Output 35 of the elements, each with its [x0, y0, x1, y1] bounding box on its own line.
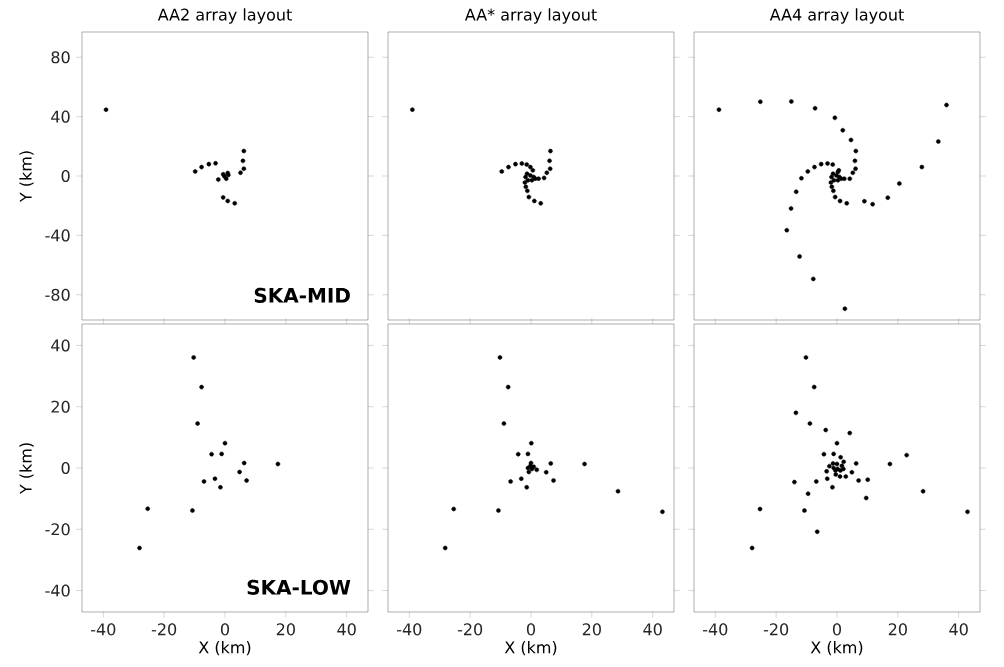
- annotation: SKA-MID: [254, 287, 350, 303]
- x-tick-label: 40: [949, 623, 968, 636]
- chart-title: AA4 array layout: [769, 8, 904, 24]
- x-tick-label: -20: [763, 623, 789, 636]
- y-tick-label: 20: [51, 400, 70, 413]
- y-tick-label: -40: [45, 584, 70, 597]
- x-tick-label: 20: [276, 623, 295, 636]
- y-tick-label: -80: [45, 288, 70, 301]
- x-axis-title: X (km): [810, 640, 863, 656]
- y-tick-label: -20: [45, 523, 70, 536]
- x-tick-label: -40: [91, 623, 116, 636]
- chart-title: AA2 array layout: [157, 8, 292, 24]
- x-tick-label: 20: [582, 623, 601, 636]
- annotation: SKA-LOW: [247, 579, 351, 595]
- x-tick-label: -40: [397, 623, 422, 636]
- y-axis-title: Y (km): [19, 151, 34, 203]
- x-tick-label: 0: [526, 623, 536, 636]
- x-tick-label: -40: [703, 623, 728, 636]
- y-axis-title: Y (km): [19, 443, 34, 495]
- y-tick-label: 0: [61, 169, 70, 183]
- x-tick-label: 40: [337, 623, 356, 636]
- x-axis-title: X (km): [198, 640, 251, 656]
- y-tick-label: 80: [51, 51, 70, 64]
- x-tick-label: 40: [643, 623, 662, 636]
- y-tick-label: 40: [51, 110, 70, 123]
- x-tick-label: -20: [457, 623, 483, 636]
- x-tick-label: 20: [888, 623, 907, 636]
- y-tick-label: 40: [51, 339, 70, 352]
- x-tick-label: 0: [832, 623, 842, 636]
- y-tick-label: 0: [61, 461, 70, 475]
- y-tick-label: -40: [45, 229, 70, 242]
- x-axis-title: X (km): [504, 640, 557, 656]
- x-tick-label: 0: [220, 623, 230, 636]
- x-tick-label: -20: [151, 623, 177, 636]
- chart-title: AA* array layout: [464, 8, 597, 24]
